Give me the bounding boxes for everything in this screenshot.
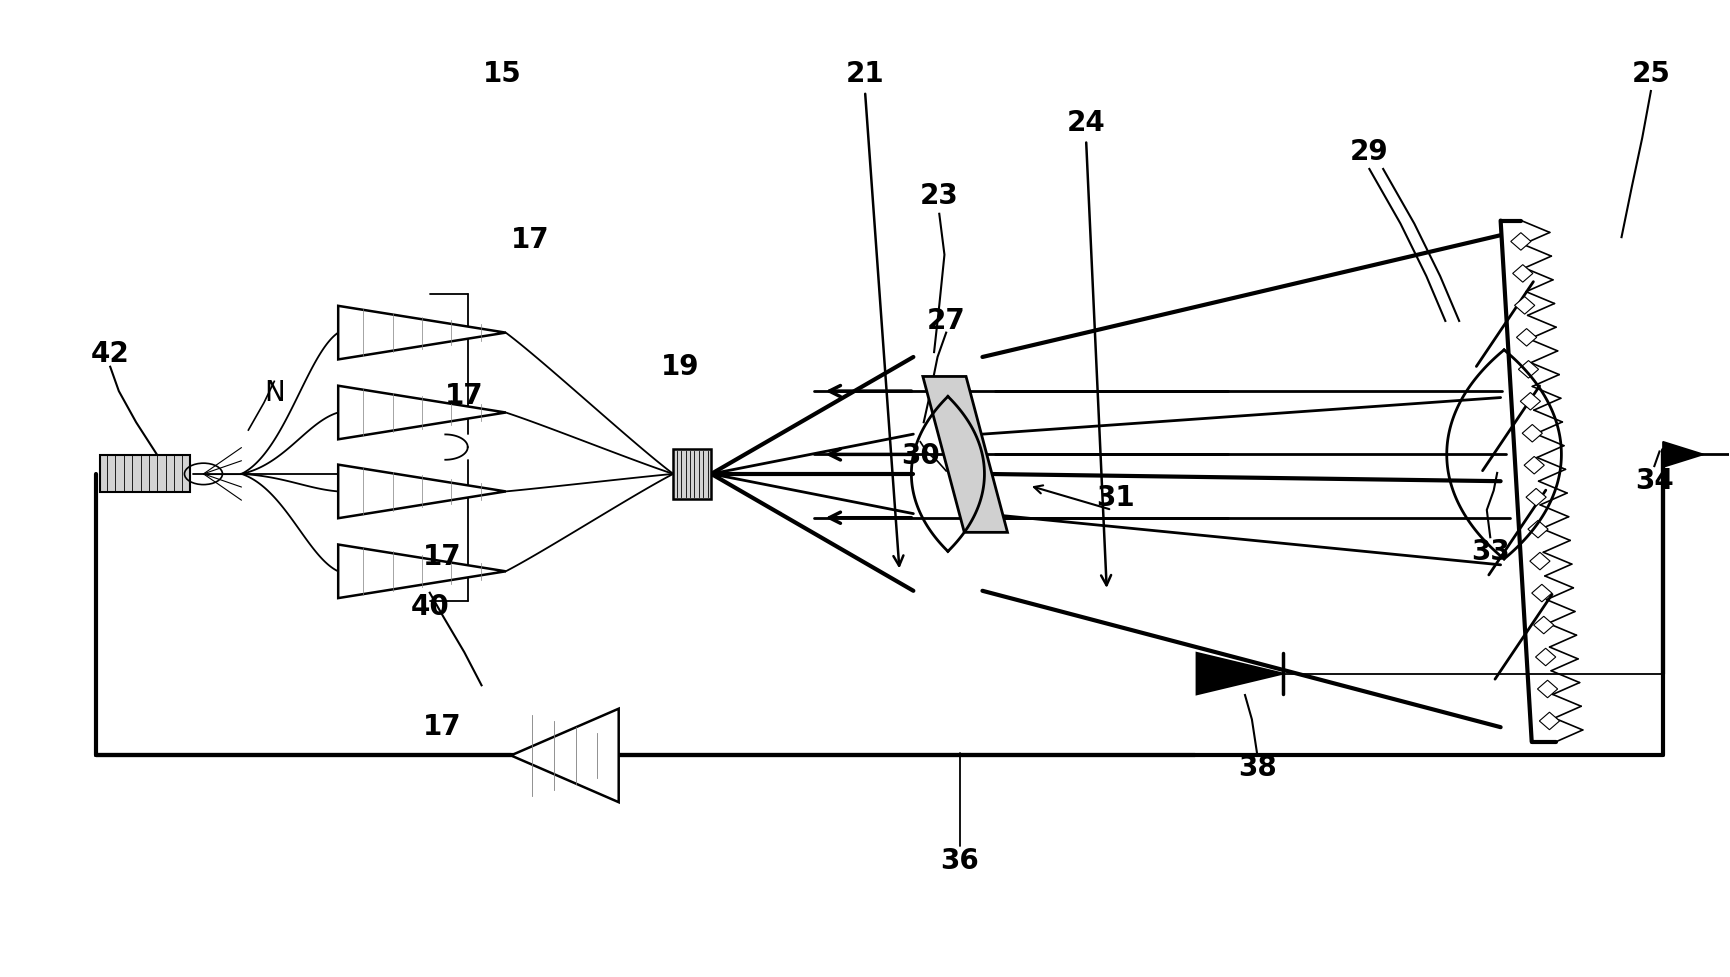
Polygon shape bbox=[1536, 649, 1555, 665]
Polygon shape bbox=[1519, 361, 1538, 378]
Text: 23: 23 bbox=[920, 183, 958, 210]
Polygon shape bbox=[1521, 393, 1540, 410]
Polygon shape bbox=[1510, 233, 1531, 250]
Polygon shape bbox=[1538, 680, 1557, 698]
Polygon shape bbox=[337, 306, 505, 360]
Polygon shape bbox=[1517, 328, 1536, 346]
Polygon shape bbox=[1526, 488, 1547, 506]
Text: 33: 33 bbox=[1470, 537, 1510, 566]
Polygon shape bbox=[1540, 712, 1559, 730]
Text: 17: 17 bbox=[422, 542, 462, 571]
Text: 17: 17 bbox=[510, 226, 548, 254]
Text: 38: 38 bbox=[1237, 754, 1277, 783]
Bar bbox=[673, 448, 711, 499]
Polygon shape bbox=[1512, 265, 1533, 282]
Polygon shape bbox=[922, 376, 1007, 532]
Polygon shape bbox=[1524, 456, 1545, 474]
Text: 31: 31 bbox=[1097, 485, 1135, 512]
Polygon shape bbox=[1514, 297, 1535, 315]
Text: 40: 40 bbox=[410, 593, 450, 621]
Polygon shape bbox=[1531, 584, 1552, 602]
Bar bbox=[100, 455, 190, 492]
Polygon shape bbox=[1528, 521, 1548, 538]
Polygon shape bbox=[1529, 552, 1550, 570]
Text: 21: 21 bbox=[846, 61, 884, 89]
Text: 15: 15 bbox=[483, 61, 522, 89]
Text: 29: 29 bbox=[1349, 139, 1389, 166]
Polygon shape bbox=[1522, 424, 1543, 442]
Text: 30: 30 bbox=[901, 443, 939, 470]
Text: 25: 25 bbox=[1631, 61, 1671, 89]
Text: 19: 19 bbox=[661, 353, 699, 381]
Polygon shape bbox=[337, 386, 505, 440]
Polygon shape bbox=[337, 465, 505, 518]
Text: 42: 42 bbox=[92, 340, 130, 368]
Text: 17: 17 bbox=[422, 713, 462, 742]
Polygon shape bbox=[510, 708, 619, 802]
Polygon shape bbox=[1197, 653, 1284, 695]
Polygon shape bbox=[1663, 442, 1704, 467]
Text: 17: 17 bbox=[445, 382, 484, 410]
Polygon shape bbox=[1533, 616, 1554, 634]
Text: N: N bbox=[265, 379, 285, 407]
Polygon shape bbox=[337, 544, 505, 598]
Text: 36: 36 bbox=[941, 847, 979, 874]
Text: 34: 34 bbox=[1635, 467, 1673, 494]
Text: 24: 24 bbox=[1067, 109, 1105, 137]
Text: 27: 27 bbox=[927, 307, 965, 335]
